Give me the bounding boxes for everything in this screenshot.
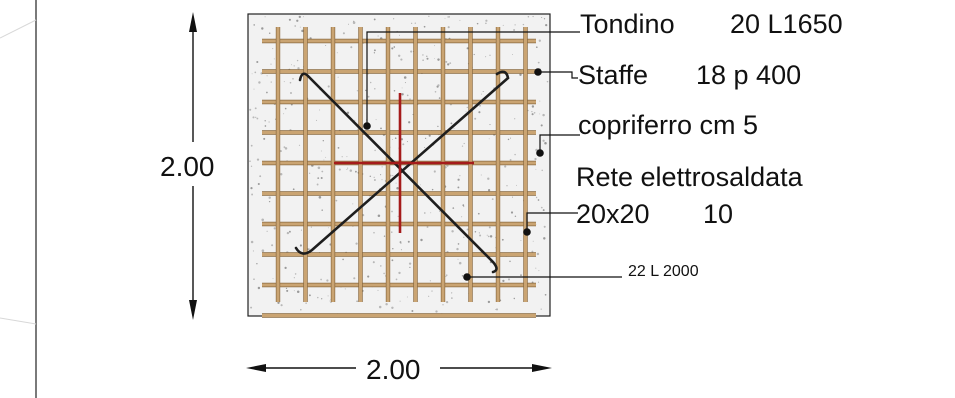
leader-rete bbox=[526, 212, 578, 232]
dimension-height: 2.00 bbox=[160, 151, 215, 182]
label-copriferro: copriferro cm 5 bbox=[578, 110, 758, 140]
center-cross bbox=[334, 93, 474, 233]
left-frame bbox=[0, 0, 37, 398]
label-rete: Rete elettrosaldata bbox=[576, 162, 804, 192]
leader-staffe bbox=[538, 71, 578, 79]
label-tondino-spec: 20 L1650 bbox=[730, 9, 843, 39]
leader-copriferro bbox=[539, 134, 580, 153]
dimension-horizontal bbox=[246, 364, 552, 372]
leader-tondino bbox=[366, 31, 580, 126]
label-bar-spec: 22 L 2000 bbox=[628, 263, 699, 280]
plinth-section bbox=[247, 13, 551, 318]
label-tondino: Tondino bbox=[580, 9, 675, 39]
leader-dots bbox=[363, 68, 544, 281]
dimension-width: 2.00 bbox=[366, 354, 421, 385]
label-staffe-spec: 18 p 400 bbox=[696, 60, 801, 90]
label-rete-size: 20x20 bbox=[576, 199, 650, 229]
dimension-vertical bbox=[189, 12, 197, 320]
leader-lines bbox=[366, 31, 622, 278]
label-staffe: Staffe bbox=[578, 60, 648, 90]
label-rete-diam: 10 bbox=[703, 199, 733, 229]
